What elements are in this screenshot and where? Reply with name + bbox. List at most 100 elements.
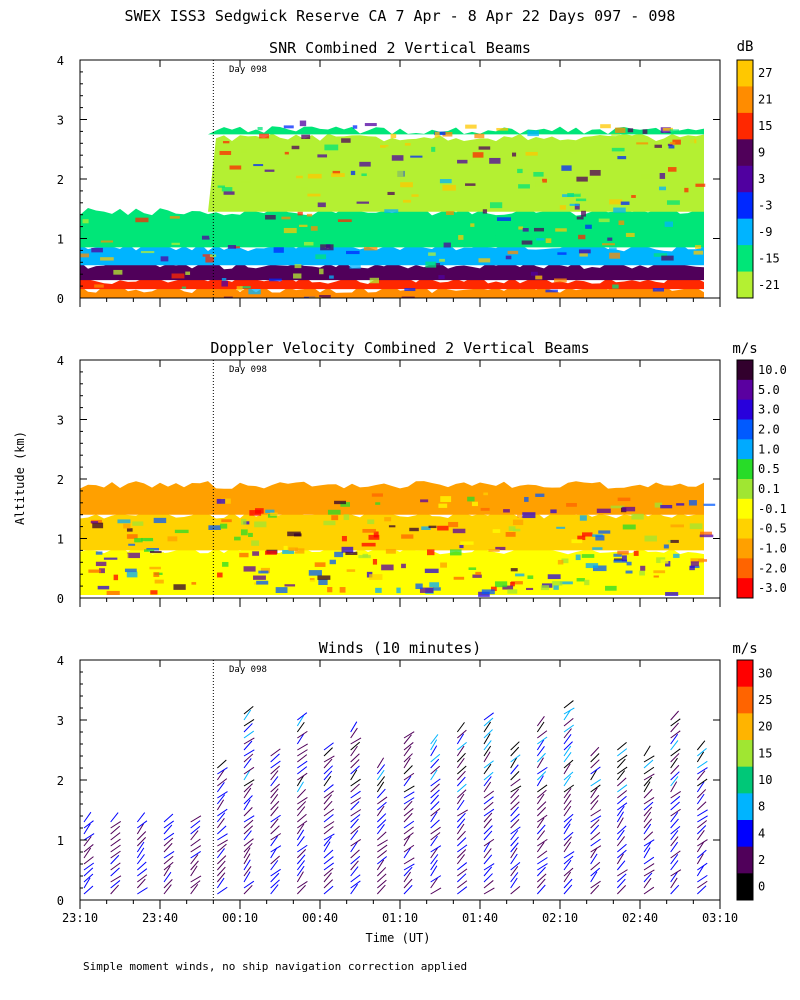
heatmap-cell — [283, 545, 288, 552]
heatmap-cell — [533, 171, 544, 177]
snr-frame: 0 1 2 3 4 — [57, 54, 721, 307]
heatmap-cell — [669, 141, 676, 145]
wind-barb — [563, 707, 575, 715]
heatmap-cell — [553, 585, 559, 590]
heatmap-cell — [388, 525, 396, 528]
wind-barb — [243, 842, 253, 853]
wind-barb — [376, 873, 387, 883]
heatmap-cell — [652, 288, 665, 292]
heatmap-cell — [688, 500, 697, 506]
wind-barb — [616, 885, 627, 895]
wind-barb — [216, 848, 225, 859]
wind-barb — [136, 841, 145, 853]
wind-barb — [457, 809, 468, 817]
wind-barb — [403, 785, 415, 793]
wind-barb — [537, 730, 548, 739]
wind-barb — [616, 758, 626, 769]
wind-barb — [376, 831, 387, 841]
wind-barb — [376, 813, 387, 823]
wind-barb — [243, 758, 252, 769]
wind-barb — [456, 849, 467, 859]
heatmap-cell — [639, 570, 645, 576]
heatmap-cell — [574, 203, 580, 210]
wind-barb — [483, 854, 493, 865]
heatmap-cell — [269, 278, 282, 282]
heatmap-cell — [296, 175, 303, 179]
wind-barb — [430, 887, 442, 895]
heatmap-cell — [618, 220, 625, 225]
wind-barb — [190, 854, 199, 865]
wind-barb — [536, 866, 546, 877]
wind-barb — [643, 806, 653, 817]
wind-barb — [616, 853, 624, 865]
wind-barb — [297, 766, 308, 775]
wind-barb — [163, 861, 174, 871]
heatmap-cell — [327, 509, 341, 515]
heatmap-cell — [492, 529, 501, 533]
wind-barb — [510, 757, 518, 769]
wind-barb — [296, 860, 305, 871]
wind-barb — [350, 790, 361, 799]
wind-barb — [670, 730, 681, 739]
wind-barb — [483, 740, 492, 751]
wind-barb — [350, 849, 360, 859]
wind-barb — [696, 853, 704, 865]
wind-barb — [350, 797, 362, 805]
heatmap-cell — [287, 531, 301, 537]
wind-barb — [670, 781, 678, 793]
heatmap-cell — [230, 193, 238, 197]
heatmap-cell — [613, 559, 628, 563]
wind-barb — [83, 844, 94, 853]
heatmap-cell — [584, 579, 590, 586]
wind-barb — [270, 800, 280, 811]
wind-barb — [643, 839, 655, 847]
heatmap-cell — [251, 540, 260, 546]
wind-barb — [696, 740, 706, 751]
heatmap-cell — [545, 289, 558, 293]
wind-barb — [430, 769, 438, 781]
wind-barb — [323, 836, 332, 847]
wind-barb — [617, 795, 627, 805]
heatmap-cell — [375, 587, 382, 593]
heatmap-cell — [636, 142, 649, 145]
colorbar-label: 10.0 — [758, 363, 787, 377]
heatmap-cell — [141, 537, 153, 542]
wind-barb — [537, 814, 548, 823]
heatmap-cell — [379, 534, 392, 541]
wind-barb — [110, 825, 121, 835]
heatmap-cell — [522, 512, 536, 519]
heatmap-cell — [607, 237, 613, 241]
wind-barb — [457, 862, 468, 871]
heatmap-cell — [468, 567, 477, 570]
wind-barb — [643, 788, 653, 799]
wind-barb — [510, 847, 518, 859]
colorbar-label: 5.0 — [758, 383, 780, 397]
heatmap-cell — [428, 252, 436, 256]
heatmap-cell — [299, 224, 308, 227]
wind-barb — [697, 809, 708, 817]
heatmap-cell — [323, 520, 336, 526]
heatmap-cell — [502, 585, 514, 590]
wind-barb — [190, 865, 198, 877]
heatmap-cell — [653, 570, 666, 574]
wind-barb — [110, 821, 122, 829]
heatmap-cell — [474, 133, 485, 139]
wind-barb — [510, 785, 522, 793]
wind-barb — [243, 884, 253, 895]
wind-barb — [270, 788, 279, 799]
wind-barb — [403, 857, 415, 865]
wind-barb — [483, 721, 491, 733]
wind-barb — [456, 733, 465, 745]
wind-barb — [270, 794, 279, 805]
wind-barb — [190, 845, 202, 853]
heatmap-cell — [341, 138, 351, 143]
heatmap-cell — [352, 125, 358, 129]
heatmap-cell — [307, 193, 321, 197]
wind-barb — [243, 737, 255, 745]
wind-barb — [670, 877, 678, 889]
wind-barb — [403, 745, 412, 757]
heatmap-cell — [248, 532, 253, 537]
wind-barb — [350, 825, 361, 835]
wind-barb — [296, 721, 305, 733]
heatmap-cell — [490, 235, 496, 239]
